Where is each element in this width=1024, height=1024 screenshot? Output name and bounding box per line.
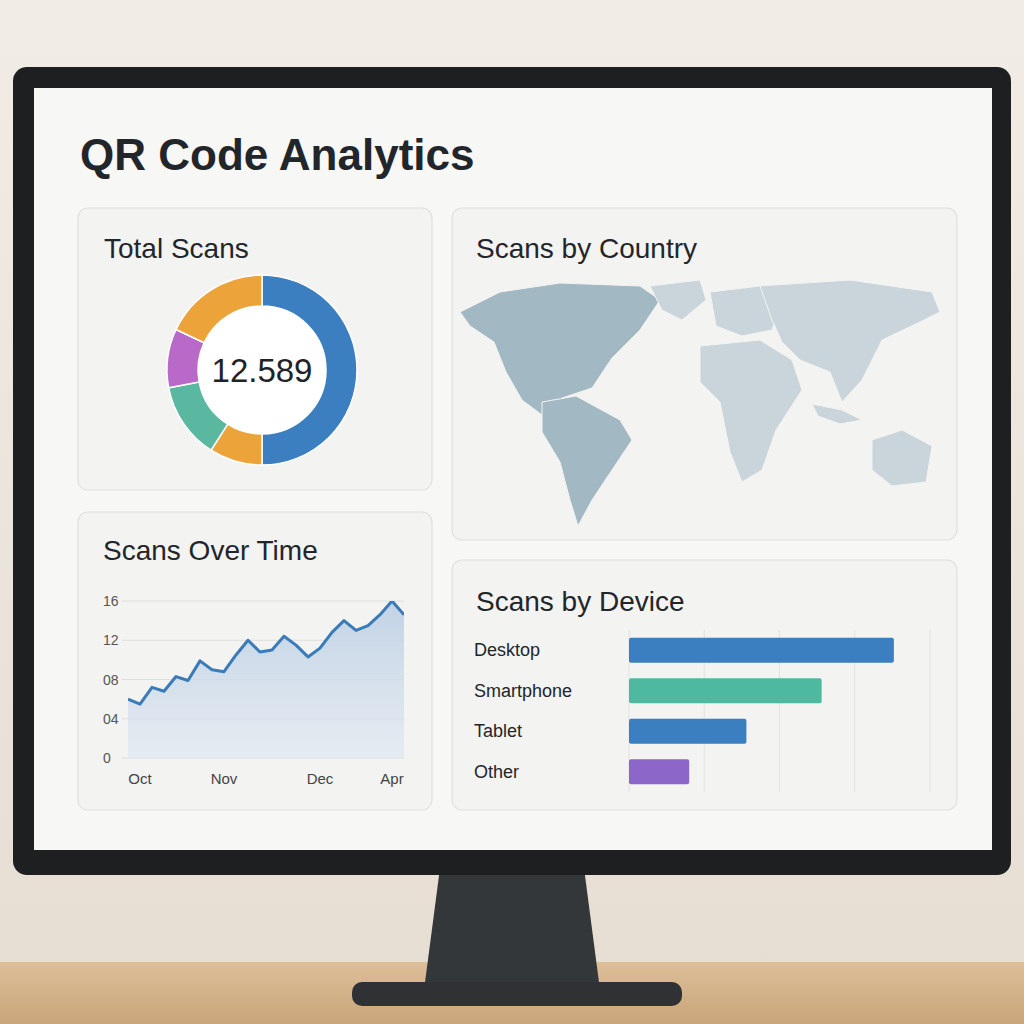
- donut-center-label: 12.589: [212, 352, 313, 389]
- chart-title: Total Scans: [104, 233, 249, 264]
- screen: [34, 88, 992, 850]
- y-tick-label: Smartphone: [474, 681, 572, 701]
- x-tick-label: Apr: [380, 770, 403, 787]
- card: [452, 208, 957, 540]
- south-america: [542, 396, 632, 526]
- bar: [629, 638, 894, 663]
- x-tick-label: Dec: [307, 770, 334, 787]
- line-plot: [128, 601, 404, 758]
- y-tick-label: Desktop: [474, 640, 540, 660]
- donut-slices: [167, 275, 357, 465]
- grid-line: [930, 630, 931, 792]
- chart-title: Scans by Country: [476, 233, 697, 264]
- indonesia: [812, 404, 862, 424]
- y-tick-label: 12: [103, 632, 119, 648]
- wall: [0, 0, 1024, 1024]
- y-tick-label: Tablet: [474, 721, 522, 741]
- area: [128, 601, 404, 758]
- card: [78, 208, 432, 490]
- page-title: QR Code Analytics: [80, 130, 474, 179]
- grid-line: [122, 601, 404, 602]
- y-tick-label: 0: [103, 750, 111, 766]
- scene: QR Code Analytics Total Scans 12.589 Scans …: [0, 0, 1024, 1024]
- card: [78, 512, 432, 810]
- monitor-bezel: [13, 67, 1011, 875]
- bar: [629, 719, 746, 744]
- chart-title: Scans Over Time: [103, 535, 318, 566]
- line: [128, 601, 404, 704]
- x-tick-label: Nov: [211, 770, 238, 787]
- monitor-neck: [424, 868, 600, 990]
- donut-hole: [198, 306, 326, 434]
- y-tick-label: 04: [103, 711, 119, 727]
- x-tick-label: Oct: [128, 770, 152, 787]
- monitor-base: [352, 982, 682, 1006]
- africa: [700, 340, 802, 482]
- y-tick-label: 16: [103, 593, 119, 609]
- north-america: [460, 283, 660, 418]
- card: [452, 560, 957, 810]
- bar: [629, 678, 822, 703]
- greenland: [650, 280, 706, 320]
- asia: [760, 280, 940, 402]
- bar: [629, 759, 689, 784]
- y-tick-label: Other: [474, 762, 519, 782]
- bars: [629, 638, 894, 785]
- chart-title: Scans by Device: [476, 586, 685, 617]
- australia: [872, 430, 932, 486]
- y-tick-label: 08: [103, 672, 119, 688]
